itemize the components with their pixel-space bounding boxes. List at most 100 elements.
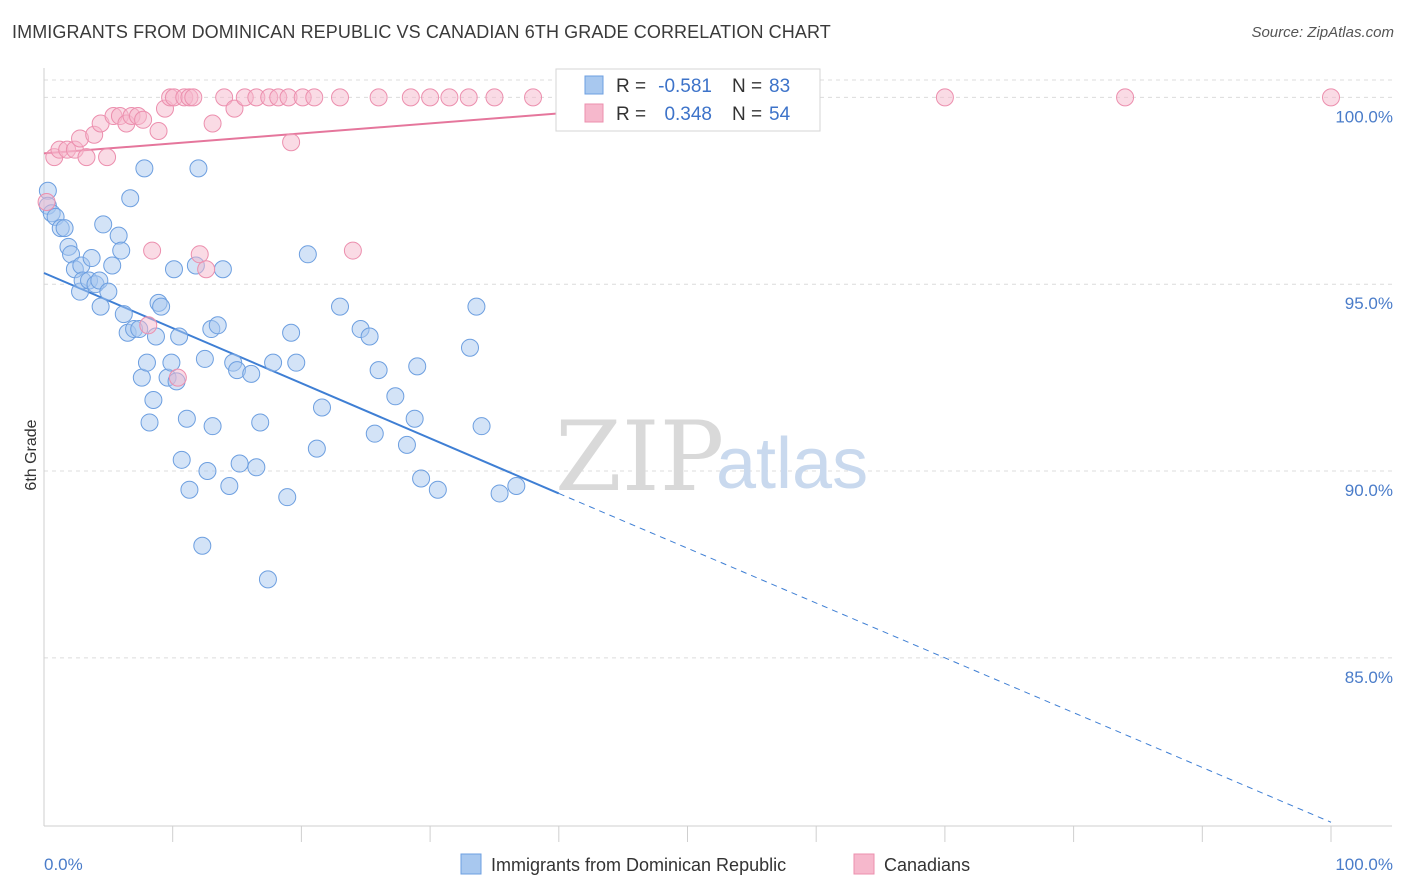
point-canadian — [459, 88, 478, 107]
point-dominican — [251, 413, 270, 432]
point-dominican — [287, 353, 306, 372]
data-points — [37, 88, 1340, 589]
legend-r-value: 0.348 — [664, 104, 712, 125]
point-dominican — [170, 327, 189, 346]
source-label: Source: ZipAtlas.com — [1251, 24, 1394, 41]
point-dominican — [189, 159, 208, 178]
point-dominican — [132, 368, 151, 387]
point-canadian — [139, 316, 158, 335]
point-dominican — [164, 260, 183, 279]
x-tick-label: 0.0% — [44, 855, 83, 874]
bottom-legend-swatch — [853, 853, 875, 875]
point-canadian — [149, 121, 168, 140]
point-dominican — [103, 256, 122, 275]
point-dominican — [242, 364, 261, 383]
point-dominican — [99, 282, 118, 301]
y-tick-label: 90.0% — [1345, 481, 1393, 500]
y-tick-label: 100.0% — [1335, 107, 1393, 126]
watermark-atlas: atlas — [716, 424, 868, 504]
point-canadian — [1322, 88, 1340, 107]
bottom-legend-swatch — [460, 853, 482, 875]
watermark: ZIP atlas — [555, 401, 868, 513]
point-dominican — [298, 245, 317, 264]
bottom-legend-label: Canadians — [884, 855, 970, 875]
point-canadian — [225, 99, 244, 118]
legend-n-value: 54 — [769, 104, 791, 125]
bottom-legend: Immigrants from Dominican Republic Canadi… — [460, 853, 970, 875]
point-dominican — [198, 462, 217, 481]
legend-r-label: R = — [616, 104, 646, 125]
point-dominican — [331, 297, 350, 316]
point-dominican — [247, 458, 266, 477]
point-dominican — [140, 413, 159, 432]
x-tick-label: 100.0% — [1335, 855, 1393, 874]
point-canadian — [331, 88, 350, 107]
point-dominican — [91, 297, 110, 316]
point-dominican — [213, 260, 232, 279]
point-dominican — [360, 327, 379, 346]
legend-r-label: R = — [616, 76, 646, 97]
point-dominican — [312, 398, 331, 417]
legend-swatch — [584, 75, 604, 95]
point-dominican — [135, 159, 154, 178]
point-canadian — [401, 88, 420, 107]
point-dominican — [405, 409, 424, 428]
point-dominican — [172, 450, 191, 469]
point-canadian — [440, 88, 459, 107]
y-tick-label: 95.0% — [1345, 294, 1393, 313]
legend-n-value: 83 — [769, 76, 790, 97]
point-dominican — [82, 249, 101, 268]
point-dominican — [180, 480, 199, 499]
point-canadian — [1116, 88, 1135, 107]
point-dominican — [203, 417, 222, 436]
point-dominican — [307, 439, 326, 458]
point-canadian — [168, 368, 187, 387]
point-dominican — [408, 357, 427, 376]
point-dominican — [230, 454, 249, 473]
point-canadian — [37, 192, 56, 211]
point-dominican — [195, 349, 214, 368]
legend-r-value: -0.581 — [658, 76, 712, 97]
point-dominican — [94, 215, 113, 234]
point-dominican — [369, 361, 388, 380]
point-dominican — [137, 353, 156, 372]
chart-title: IMMIGRANTS FROM DOMINICAN REPUBLIC VS CA… — [12, 22, 831, 42]
point-canadian — [282, 133, 301, 152]
point-dominican — [264, 353, 283, 372]
point-canadian — [77, 148, 96, 167]
point-dominican — [144, 391, 163, 410]
point-dominican — [386, 387, 405, 406]
point-canadian — [305, 88, 324, 107]
point-dominican — [507, 476, 526, 495]
point-dominican — [109, 226, 128, 245]
point-dominican — [460, 338, 479, 357]
point-canadian — [215, 88, 234, 107]
point-canadian — [143, 241, 162, 260]
bottom-legend-label: Immigrants from Dominican Republic — [491, 855, 786, 875]
y-axis-label: 6th Grade — [23, 419, 40, 490]
point-dominican — [114, 305, 133, 324]
point-canadian — [369, 88, 388, 107]
point-canadian — [203, 114, 222, 133]
point-dominican — [162, 353, 181, 372]
point-dominican — [177, 409, 196, 428]
point-dominican — [472, 417, 491, 436]
y-tick-label: 85.0% — [1345, 668, 1393, 687]
point-canadian — [485, 88, 504, 107]
legend-n-label: N = — [732, 76, 762, 97]
legend-swatch — [584, 103, 604, 123]
point-canadian — [134, 110, 153, 129]
legend-box: R = -0.581 N = 83 R = 0.348 N = 54 — [555, 68, 821, 132]
point-canadian — [184, 88, 203, 107]
point-canadian — [524, 88, 543, 107]
point-canadian — [190, 245, 209, 264]
point-dominican — [412, 469, 431, 488]
point-dominican — [365, 424, 384, 443]
point-dominican — [490, 484, 509, 503]
point-dominican — [193, 536, 212, 555]
point-canadian — [197, 260, 216, 279]
point-dominican — [220, 476, 239, 495]
point-dominican — [121, 189, 140, 208]
point-dominican — [55, 219, 74, 238]
